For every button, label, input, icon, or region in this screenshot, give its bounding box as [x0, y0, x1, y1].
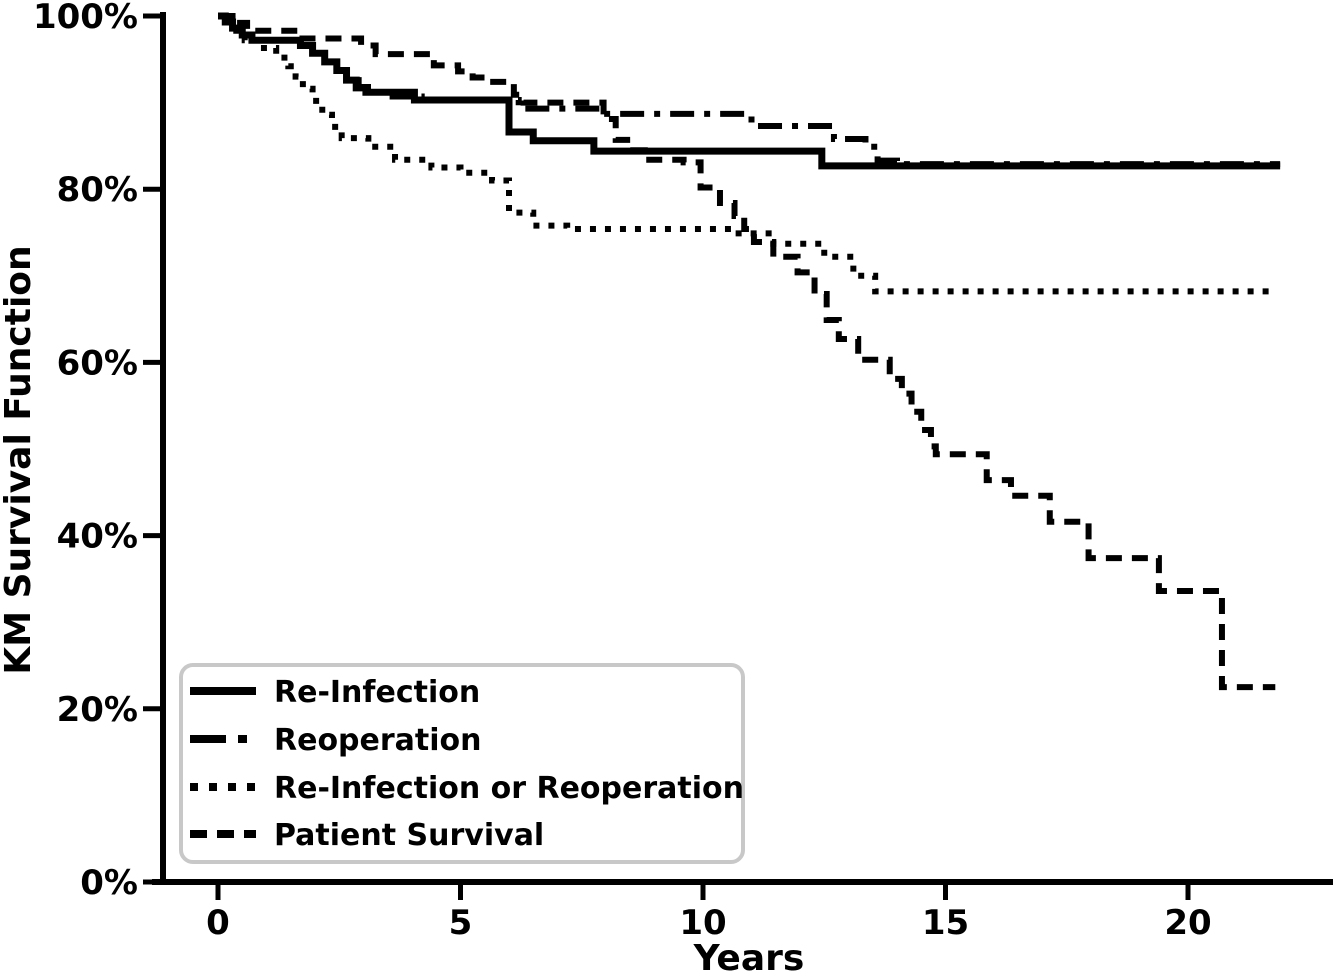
legend: Re-Infection Reoperation Re-Infection or R…	[179, 663, 745, 864]
x-tick-10: 10	[679, 885, 727, 943]
curves-layer	[218, 12, 1281, 691]
y-axis-ticks: 0% 20% 40% 60% 80% 100%	[33, 0, 163, 903]
legend-item-re-infection-or-reoperation: Re-Infection or Reoperation	[190, 771, 744, 806]
x-tick-label: 15	[922, 903, 969, 943]
y-tick-label: 40%	[57, 517, 138, 557]
x-tick-0: 0	[206, 885, 230, 943]
y-tick-40%: 40%	[57, 517, 163, 557]
x-axis-ticks: 0 5 10 15 20	[206, 885, 1212, 943]
y-tick-80%: 80%	[57, 170, 163, 210]
x-tick-15: 15	[922, 885, 969, 943]
x-tick-label: 10	[679, 903, 726, 943]
curve-patient-survival	[218, 13, 1276, 691]
legend-item-reoperation: Reoperation	[190, 723, 482, 758]
y-tick-label: 60%	[57, 343, 138, 383]
y-tick-0%: 0%	[80, 863, 163, 903]
legend-label: Patient Survival	[274, 818, 544, 853]
x-tick-label: 20	[1164, 903, 1211, 943]
y-tick-20%: 20%	[57, 690, 163, 730]
legend-label: Re-Infection or Reoperation	[274, 771, 744, 806]
legend-item-re-infection: Re-Infection	[190, 675, 480, 710]
y-tick-label: 0%	[80, 863, 138, 903]
axes-layer	[152, 12, 1333, 885]
legend-label: Re-Infection	[274, 675, 480, 710]
legend-item-patient-survival: Patient Survival	[190, 818, 544, 853]
curve-reoperation	[218, 13, 1281, 168]
x-tick-20: 20	[1164, 885, 1212, 943]
x-tick-5: 5	[449, 885, 473, 943]
y-tick-label: 100%	[33, 0, 138, 37]
x-axis-label: Years	[693, 938, 805, 976]
legend-box	[179, 663, 745, 864]
x-tick-label: 0	[206, 903, 230, 943]
y-tick-100%: 100%	[33, 0, 163, 37]
y-tick-label: 20%	[57, 690, 138, 730]
legend-label: Reoperation	[274, 723, 482, 758]
y-tick-label: 80%	[57, 170, 138, 210]
x-tick-label: 5	[449, 903, 473, 943]
y-axis-label: KM Survival Function	[0, 245, 39, 674]
curve-re-infection-or-reoperation	[218, 13, 1276, 295]
y-tick-60%: 60%	[57, 343, 163, 383]
